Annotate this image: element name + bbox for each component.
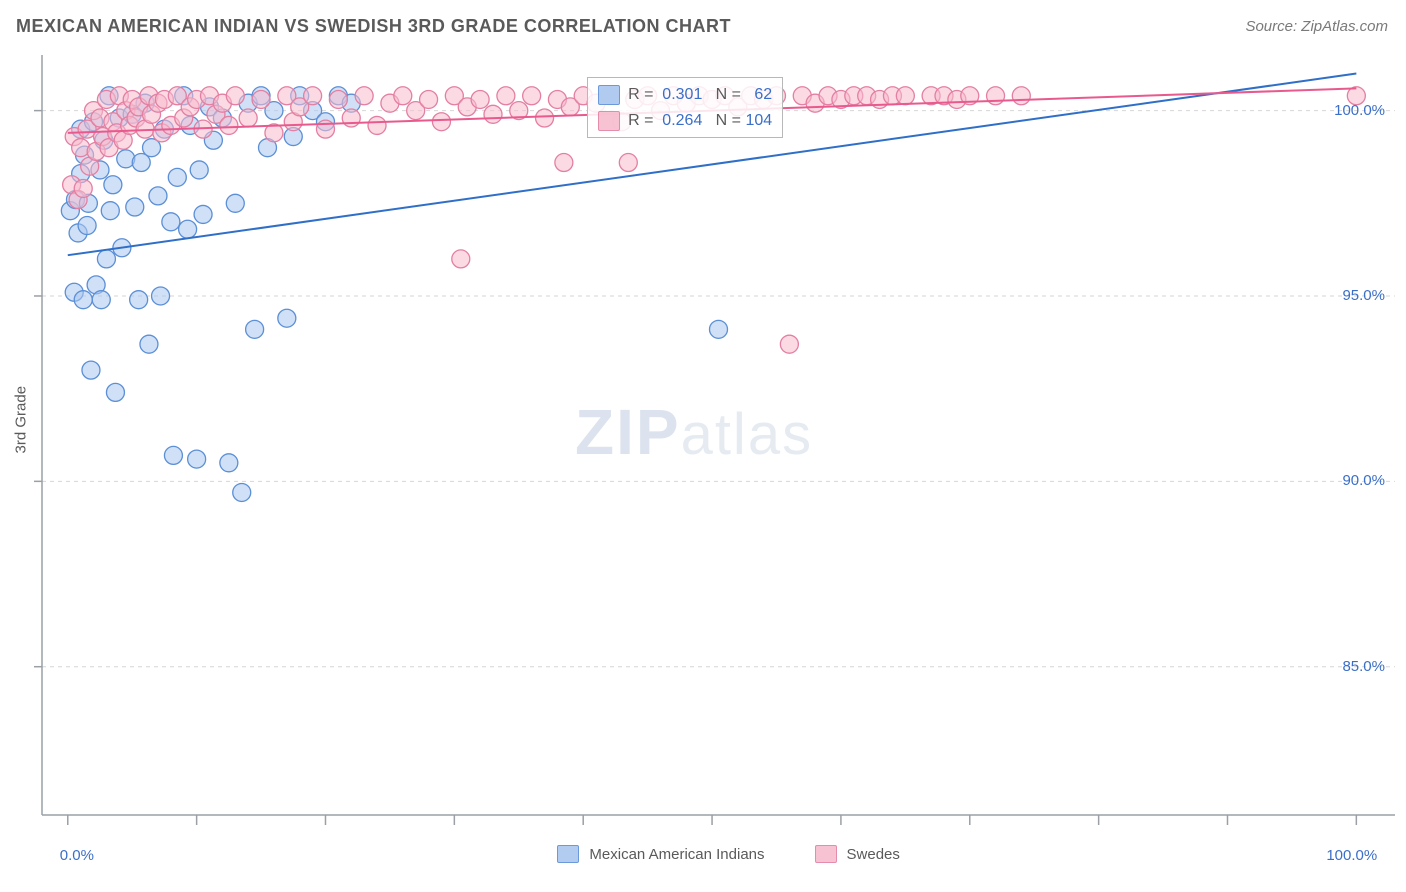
legend-item-mexican: Mexican American Indians	[557, 845, 764, 863]
x-tick-label: 0.0%	[60, 847, 94, 864]
legend-swatch-swedes-icon	[815, 845, 837, 863]
swatch-swedes-icon	[598, 111, 620, 131]
y-tick-label: 95.0%	[1215, 287, 1385, 304]
y-tick-label: 90.0%	[1215, 472, 1385, 489]
stats-row-mexican: R = 0.301 N = 62	[598, 82, 772, 108]
chart-legend: Mexican American Indians Swedes	[557, 845, 899, 863]
y-tick-label: 100.0%	[1215, 102, 1385, 119]
stats-row-swedes: R = 0.264 N = 104	[598, 108, 772, 134]
swatch-mexican-icon	[598, 85, 620, 105]
x-tick-label: 100.0%	[1326, 847, 1377, 864]
correlation-stats-box: R = 0.301 N = 62 R = 0.264 N = 104	[587, 77, 783, 138]
legend-swatch-mexican-icon	[557, 845, 579, 863]
y-tick-label: 85.0%	[1215, 658, 1385, 675]
legend-item-swedes: Swedes	[815, 845, 900, 863]
